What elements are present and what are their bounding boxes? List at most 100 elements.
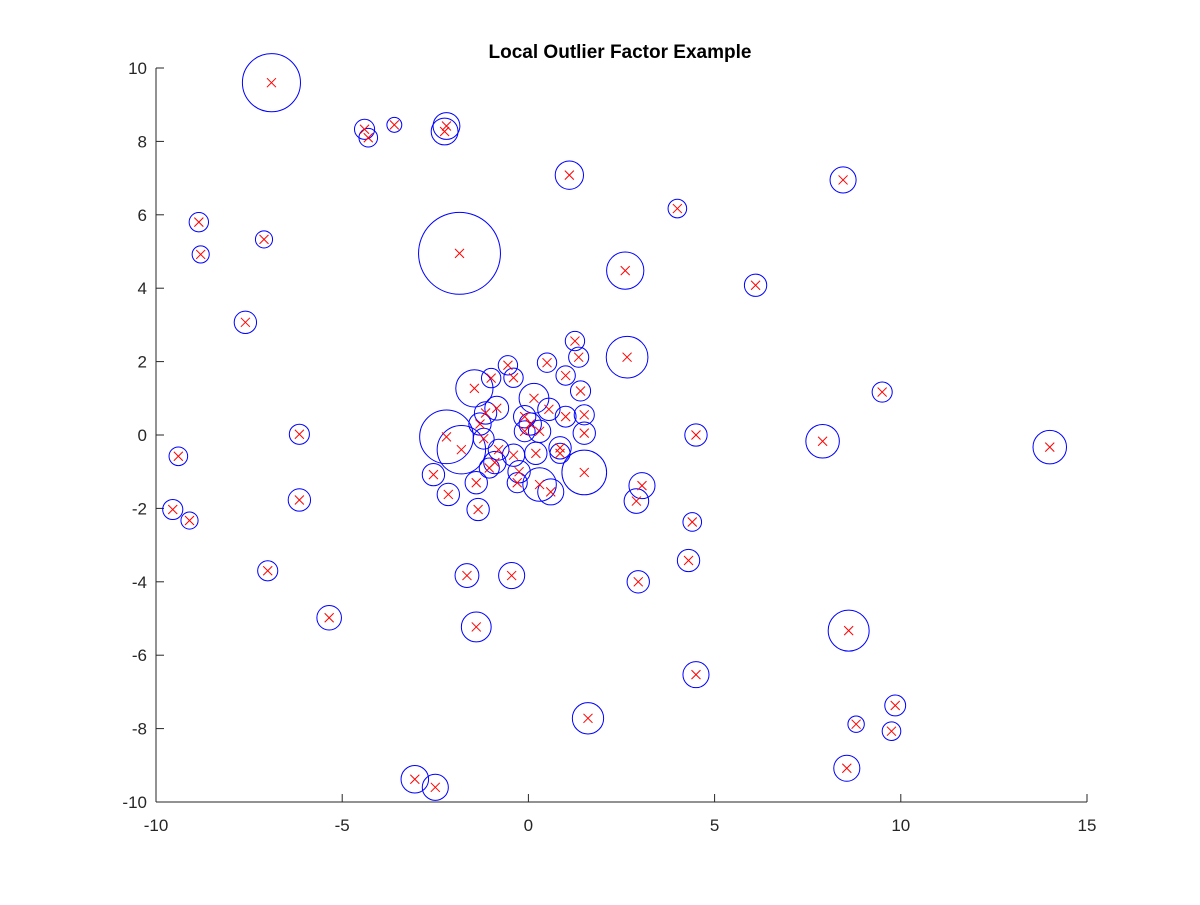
- lof-circle: [288, 423, 310, 445]
- y-tick-label: -4: [132, 573, 147, 592]
- lof-circle: [573, 404, 595, 426]
- lof-circle: [626, 570, 650, 594]
- lof-circle: [421, 462, 446, 487]
- data-point-marker: [475, 419, 485, 429]
- lof-circle: [623, 488, 650, 514]
- data-point-marker: [573, 352, 584, 363]
- data-point-marker: [389, 120, 400, 130]
- y-tick-label: -8: [132, 720, 147, 739]
- y-tick-label: -2: [132, 499, 147, 518]
- data-point-marker: [503, 360, 513, 371]
- lof-circle: [561, 449, 608, 496]
- data-point-marker: [890, 700, 901, 711]
- lof-circle: [316, 604, 342, 631]
- data-point-marker: [620, 265, 631, 276]
- lof-circle: [537, 397, 561, 421]
- data-point-marker: [508, 372, 519, 383]
- data-point-marker: [167, 504, 178, 515]
- data-point-marker: [631, 496, 642, 506]
- x-tick-label: 0: [524, 816, 533, 835]
- data-point-marker: [817, 436, 828, 447]
- lof-circle: [386, 116, 403, 133]
- chart-title: Local Outlier Factor Example: [489, 42, 752, 63]
- data-point-marker: [493, 444, 504, 455]
- x-tick-label: 5: [710, 816, 719, 835]
- lof-circle: [257, 560, 279, 582]
- data-point-marker: [583, 713, 593, 724]
- lof-circle: [464, 471, 488, 495]
- data-point-marker: [259, 234, 269, 245]
- y-tick-label: 2: [138, 353, 147, 372]
- lof-circle: [460, 611, 492, 643]
- lof-circle: [605, 335, 649, 379]
- data-point-marker: [473, 504, 483, 515]
- lof-circle: [564, 330, 586, 352]
- lof-circle: [871, 381, 893, 403]
- x-tick-label: -5: [335, 816, 350, 835]
- data-point-marker: [544, 404, 554, 415]
- data-point-marker: [454, 248, 465, 259]
- data-point-marker: [691, 430, 701, 440]
- lof-circle: [506, 472, 528, 494]
- data-point-marker: [579, 467, 590, 478]
- data-point-marker: [750, 280, 761, 291]
- lof-circle: [162, 498, 184, 521]
- data-point-marker: [456, 444, 467, 455]
- lof-circle: [487, 438, 510, 461]
- lof-circle: [436, 482, 461, 507]
- lof-circle: [569, 380, 592, 402]
- data-point-marker: [441, 431, 452, 442]
- data-point-marker: [687, 517, 698, 527]
- ticks-layer: -10 -5 0 5 10 15 -10 -8 -6 -4 -2 0 2 4 6 8 10: [122, 59, 1096, 835]
- data-point-marker: [579, 409, 590, 420]
- data-point-marker: [560, 411, 571, 422]
- data-point-marker: [441, 121, 452, 131]
- y-tick-label: -6: [132, 646, 147, 665]
- data-point-marker: [637, 480, 647, 491]
- data-point-marker: [491, 403, 502, 414]
- lof-circle: [430, 117, 459, 146]
- y-tick-label: 6: [138, 206, 147, 225]
- data-point-marker: [443, 489, 454, 500]
- data-point-marker: [555, 442, 565, 453]
- lof-circle: [549, 442, 571, 464]
- data-point-marker: [462, 570, 472, 581]
- x-tick-label: 15: [1078, 816, 1097, 835]
- lof-circle: [483, 450, 507, 475]
- data-point-marker: [184, 515, 195, 526]
- lof-circle: [524, 441, 548, 466]
- lof-circle: [191, 245, 210, 264]
- lof-circle: [554, 160, 585, 190]
- data-point-marker: [672, 203, 683, 214]
- data-point-marker: [486, 373, 497, 383]
- lof-circle: [743, 273, 768, 297]
- lof-circle: [287, 488, 312, 512]
- data-point-marker: [877, 387, 888, 397]
- lof-circle: [254, 230, 274, 249]
- data-point-marker: [555, 448, 565, 459]
- data-point-marker: [173, 451, 184, 462]
- lof-circle: [233, 310, 258, 335]
- data-point-marker: [534, 479, 545, 490]
- lof-circle: [881, 721, 902, 741]
- lof-circle: [241, 53, 301, 113]
- data-point-marker: [519, 426, 530, 437]
- data-point-marker: [195, 249, 206, 260]
- lof-circle: [473, 401, 498, 425]
- data-point-marker: [838, 175, 848, 185]
- data-point-marker: [294, 429, 305, 440]
- lof-circle: [455, 369, 494, 408]
- data-point-marker: [266, 77, 277, 88]
- data-point-marker: [469, 383, 480, 394]
- lof-circle: [503, 367, 524, 388]
- data-point-marker: [579, 428, 590, 439]
- data-point-marker: [409, 774, 420, 785]
- lof-circle: [536, 352, 558, 373]
- lof-circle: [518, 412, 542, 436]
- y-tick-label: 10: [128, 59, 147, 78]
- data-point-marker: [534, 426, 545, 437]
- data-point-marker: [428, 469, 439, 480]
- lof-circle: [497, 355, 519, 376]
- lof-circle: [555, 365, 576, 386]
